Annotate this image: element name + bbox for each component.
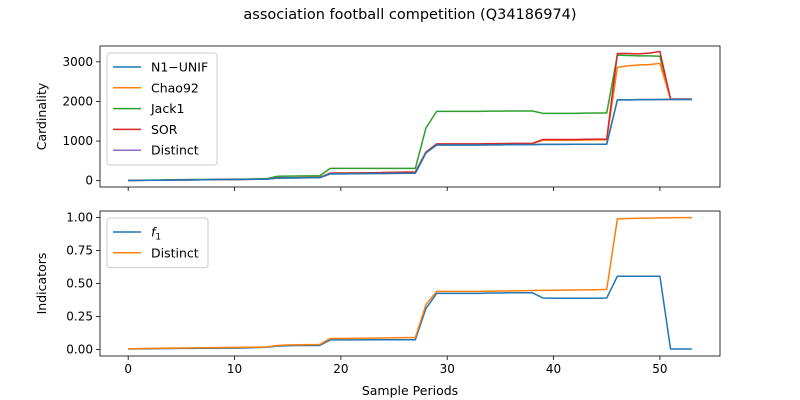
x-tick-label: 40 [546, 362, 561, 376]
y-tick-label: 2000 [62, 94, 93, 108]
y-tick-label: 0.00 [66, 342, 93, 356]
legend-entry: Distinct [151, 245, 199, 260]
indicators-panel: 0 10 20 30 40 50 0.00 0.25 0.50 0.75 1.00 Indicator… [34, 211, 721, 398]
y-tick-label: 3000 [62, 55, 93, 69]
x-tick-label: 50 [652, 362, 667, 376]
x-tick-label: 10 [227, 362, 242, 376]
legend-entry: SOR [151, 122, 178, 137]
legend: N1−UNIF Chao92 Jack1 SOR Distinct [106, 52, 218, 166]
legend-entry: Chao92 [151, 80, 199, 95]
y-tick-label: 0.25 [66, 309, 93, 323]
y-tick-label: 0.50 [66, 277, 93, 291]
y-tick-label: 0.75 [66, 244, 93, 258]
x-tick-label: 30 [440, 362, 455, 376]
x-tick-label: 0 [124, 362, 132, 376]
cardinality-panel: 0 1000 2000 3000 Cardinality N1−UNIF Chao92 Jac… [34, 45, 721, 191]
series-line-n1-unif [128, 98, 692, 182]
chart-title: association football competition (Q34186… [243, 7, 576, 23]
series-line-distinct [128, 216, 692, 350]
axes-frame [99, 45, 721, 188]
legend-entry: N1−UNIF [151, 60, 208, 75]
y-tick-label: 1.00 [66, 211, 93, 225]
x-tick-label: 20 [333, 362, 348, 376]
y-axis-label: Cardinality [34, 82, 49, 150]
x-axis-label: Sample Periods [362, 383, 458, 398]
legend: f1 Distinct [106, 217, 209, 269]
y-tick-label: 1000 [62, 134, 93, 148]
y-axis-label: Indicators [34, 253, 49, 315]
legend-box [106, 217, 209, 269]
legend-box [106, 52, 218, 166]
legend-entry: f1 [151, 225, 161, 243]
y-tick-label: 0 [85, 174, 93, 188]
legend-entry: Distinct [151, 143, 199, 158]
legend-entry: Jack1 [150, 101, 184, 116]
